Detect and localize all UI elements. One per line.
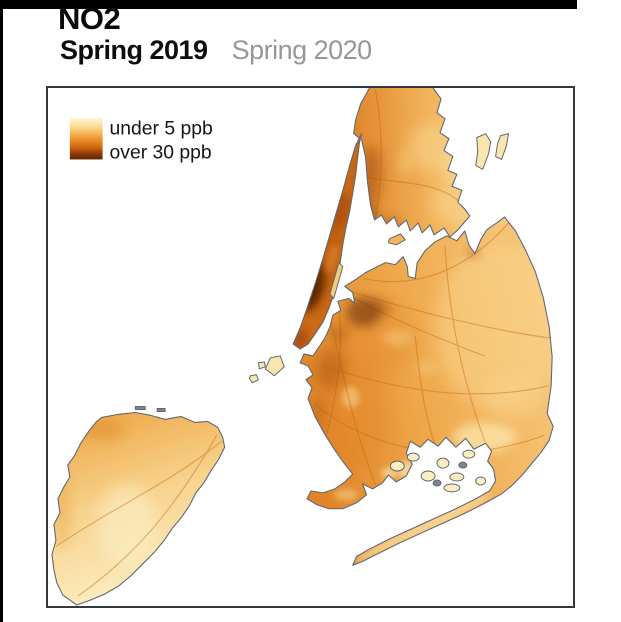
left-border-bar bbox=[0, 0, 3, 622]
tab-spring-2019[interactable]: Spring 2019 bbox=[60, 35, 208, 65]
small-islands bbox=[134, 133, 509, 493]
legend-label-min: under 5 ppb bbox=[110, 118, 213, 140]
legend-gradient-swatch bbox=[69, 117, 103, 160]
legend-label-max: over 30 ppb bbox=[110, 141, 212, 163]
coastline-outlines bbox=[51, 88, 554, 606]
season-tabs: Spring 2019 Spring 2020 bbox=[60, 35, 373, 66]
top-border-bar bbox=[0, 0, 577, 9]
no2-map: under 5 ppb over 30 ppb bbox=[51, 88, 554, 606]
manhattan-region bbox=[293, 133, 362, 349]
map-frame: under 5 ppb over 30 ppb bbox=[46, 86, 575, 608]
tab-spring-2020[interactable]: Spring 2020 bbox=[231, 35, 373, 65]
page-title: NO2 bbox=[58, 1, 121, 36]
legend: under 5 ppb over 30 ppb bbox=[69, 117, 213, 163]
